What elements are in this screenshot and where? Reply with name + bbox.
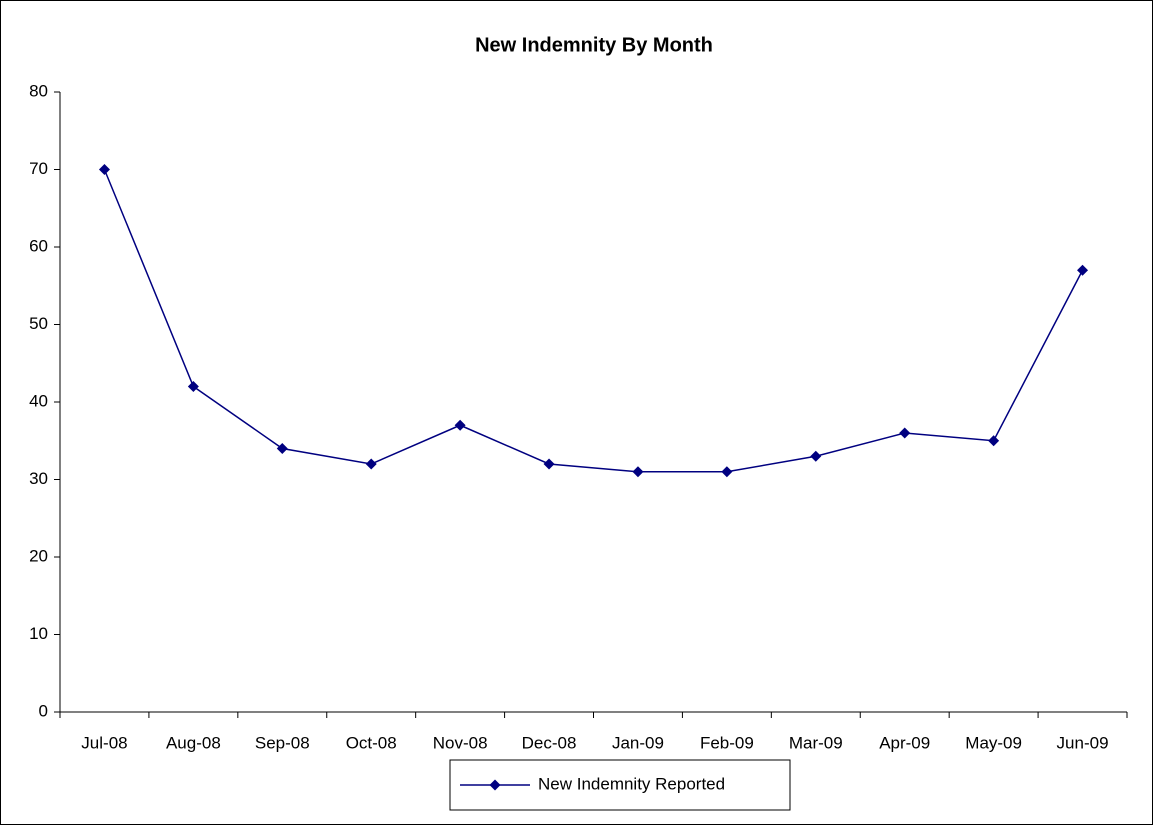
chart-title: New Indemnity By Month bbox=[475, 34, 713, 56]
x-tick-label: Sep-08 bbox=[255, 733, 310, 752]
legend-label: New Indemnity Reported bbox=[538, 774, 725, 793]
marker bbox=[988, 435, 1000, 447]
x-tick-label: Nov-08 bbox=[433, 733, 488, 752]
marker bbox=[810, 450, 822, 462]
y-tick-label: 0 bbox=[39, 701, 48, 720]
x-tick-label: Aug-08 bbox=[166, 733, 221, 752]
marker bbox=[98, 164, 110, 175]
marker bbox=[365, 458, 377, 470]
x-tick-label: Jul-08 bbox=[81, 733, 127, 752]
y-tick-label: 30 bbox=[29, 469, 48, 488]
marker bbox=[1077, 264, 1089, 276]
x-tick-label: Mar-09 bbox=[789, 733, 843, 752]
marker bbox=[276, 443, 288, 454]
x-tick-label: Jan-09 bbox=[612, 733, 664, 752]
x-tick-label: Jun-09 bbox=[1057, 733, 1109, 752]
y-tick-label: 80 bbox=[29, 81, 48, 100]
y-tick-label: 70 bbox=[29, 159, 48, 178]
y-tick-label: 20 bbox=[29, 546, 48, 565]
y-tick-label: 10 bbox=[29, 624, 48, 643]
x-tick-label: Oct-08 bbox=[346, 733, 397, 752]
y-tick-label: 40 bbox=[29, 391, 48, 410]
marker bbox=[454, 419, 466, 431]
x-tick-label: Apr-09 bbox=[879, 733, 930, 752]
marker bbox=[543, 458, 555, 470]
x-tick-label: May-09 bbox=[965, 733, 1022, 752]
x-tick-label: Dec-08 bbox=[522, 733, 577, 752]
marker bbox=[632, 466, 644, 478]
marker bbox=[899, 427, 911, 439]
y-tick-label: 50 bbox=[29, 314, 48, 333]
marker bbox=[721, 466, 733, 478]
line bbox=[103, 169, 1084, 473]
marker bbox=[187, 381, 199, 392]
x-tick-label: Feb-09 bbox=[700, 733, 754, 752]
y-tick-label: 60 bbox=[29, 236, 48, 255]
legend-marker bbox=[489, 779, 501, 791]
